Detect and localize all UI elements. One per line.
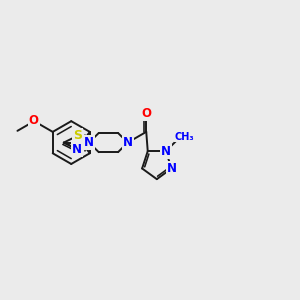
Text: N: N (84, 136, 94, 149)
Text: O: O (28, 114, 39, 127)
Text: N: N (161, 145, 171, 158)
Text: N: N (123, 136, 133, 149)
Text: N: N (167, 162, 176, 175)
Text: S: S (73, 129, 82, 142)
Text: N: N (72, 143, 82, 156)
Text: O: O (141, 106, 151, 120)
Text: CH₃: CH₃ (175, 132, 194, 142)
